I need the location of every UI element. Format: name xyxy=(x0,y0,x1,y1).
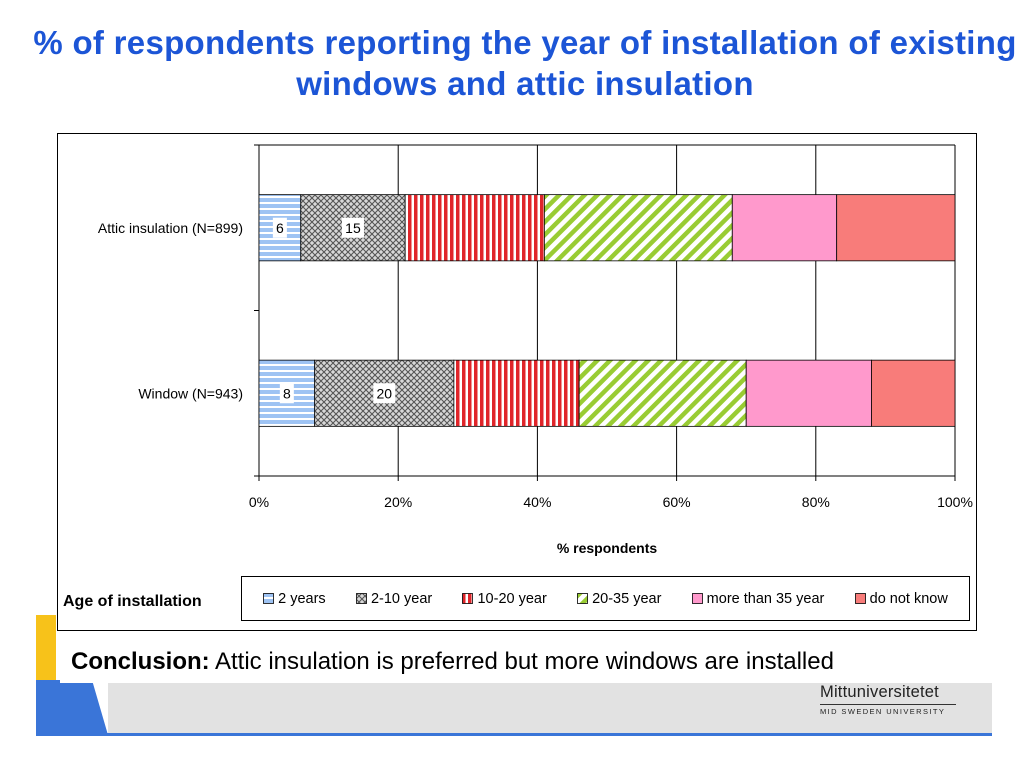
legend-label: do not know xyxy=(869,590,948,607)
legend-swatch-fill xyxy=(356,593,367,604)
legend-swatch xyxy=(462,593,474,604)
data-label-bg xyxy=(373,383,396,404)
logo-name: Mittuniversitetet xyxy=(820,683,939,701)
yellow-deco-shape xyxy=(36,615,56,700)
legend-swatch xyxy=(577,593,588,604)
legend-item: do not know xyxy=(854,590,948,607)
legend-swatch xyxy=(854,593,866,604)
x-tick-label: 80% xyxy=(802,494,830,510)
legend-item: 2 years xyxy=(263,591,326,607)
bar-segment xyxy=(453,359,580,427)
x-tick-label: 0% xyxy=(249,494,269,510)
data-label-bg xyxy=(279,383,294,404)
bar-segment xyxy=(871,359,956,427)
logo-divider xyxy=(820,704,956,705)
legend-swatch xyxy=(356,593,367,604)
bar-segment xyxy=(543,194,733,262)
bar-segment xyxy=(404,194,545,262)
bar-segment xyxy=(731,194,838,262)
x-tick-label: 40% xyxy=(523,494,551,510)
x-tick-label: 100% xyxy=(937,494,973,510)
x-tick-label: 60% xyxy=(663,494,691,510)
gray-deco-band xyxy=(108,683,992,735)
bar-segment xyxy=(745,359,872,427)
legend-swatch-fill xyxy=(854,593,866,604)
legend-swatch-fill xyxy=(691,593,703,604)
blue-deco-shape xyxy=(36,680,108,735)
y-category-label: Window (N=943) xyxy=(138,385,243,401)
data-label: 20 xyxy=(376,385,392,401)
blue-deco-line xyxy=(36,733,992,736)
slide-title: % of respondents reporting the year of i… xyxy=(33,24,1017,102)
legend-swatch xyxy=(691,593,703,604)
labels-layer: 0% 20% 40% 60% 80% 100% Attic insulation (N=89… xyxy=(98,217,973,510)
legend-caption: Age of installation xyxy=(63,593,202,610)
conclusion-text: Attic insulation is preferred but more w… xyxy=(209,648,834,675)
x-axis-title: % respondents xyxy=(557,540,658,556)
legend-item: 10-20 year xyxy=(462,590,547,607)
legend-swatch-fill xyxy=(577,593,588,604)
legend-item: more than 35 year xyxy=(691,590,825,607)
legend-label: 10-20 year xyxy=(477,590,547,607)
data-label: 6 xyxy=(276,220,284,236)
chart-legend: 2 years 2-10 year 10-20 year 20-35 year more… xyxy=(241,576,970,621)
conclusion-box: Conclusion: Attic insulation is preferre… xyxy=(60,641,987,683)
legend-label: 2 years xyxy=(278,590,326,607)
legend-swatch-fill xyxy=(263,593,275,604)
bar-segment xyxy=(836,194,956,262)
legend-item: 20-35 year xyxy=(577,591,661,607)
y-category-label: Attic insulation (N=899) xyxy=(98,220,243,236)
data-label-bg xyxy=(341,217,364,238)
legend-item: 2-10 year xyxy=(356,591,432,607)
conclusion-label: Conclusion: xyxy=(71,648,210,675)
university-logo: Mittuniversitetet MID SWEDEN UNIVERSITY xyxy=(820,683,960,716)
data-label: 8 xyxy=(283,385,291,401)
bar-segment xyxy=(578,359,747,427)
data-label-bg xyxy=(272,217,287,238)
legend-label: 20-35 year xyxy=(592,590,662,607)
legend-label: more than 35 year xyxy=(706,590,825,607)
legend-swatch-fill xyxy=(462,593,474,604)
legend-swatch xyxy=(263,593,275,604)
logo-subtitle: MID SWEDEN UNIVERSITY xyxy=(820,707,946,716)
legend-label: 2-10 year xyxy=(370,590,433,607)
x-tick-label: 20% xyxy=(384,494,412,510)
data-label: 15 xyxy=(345,220,361,236)
